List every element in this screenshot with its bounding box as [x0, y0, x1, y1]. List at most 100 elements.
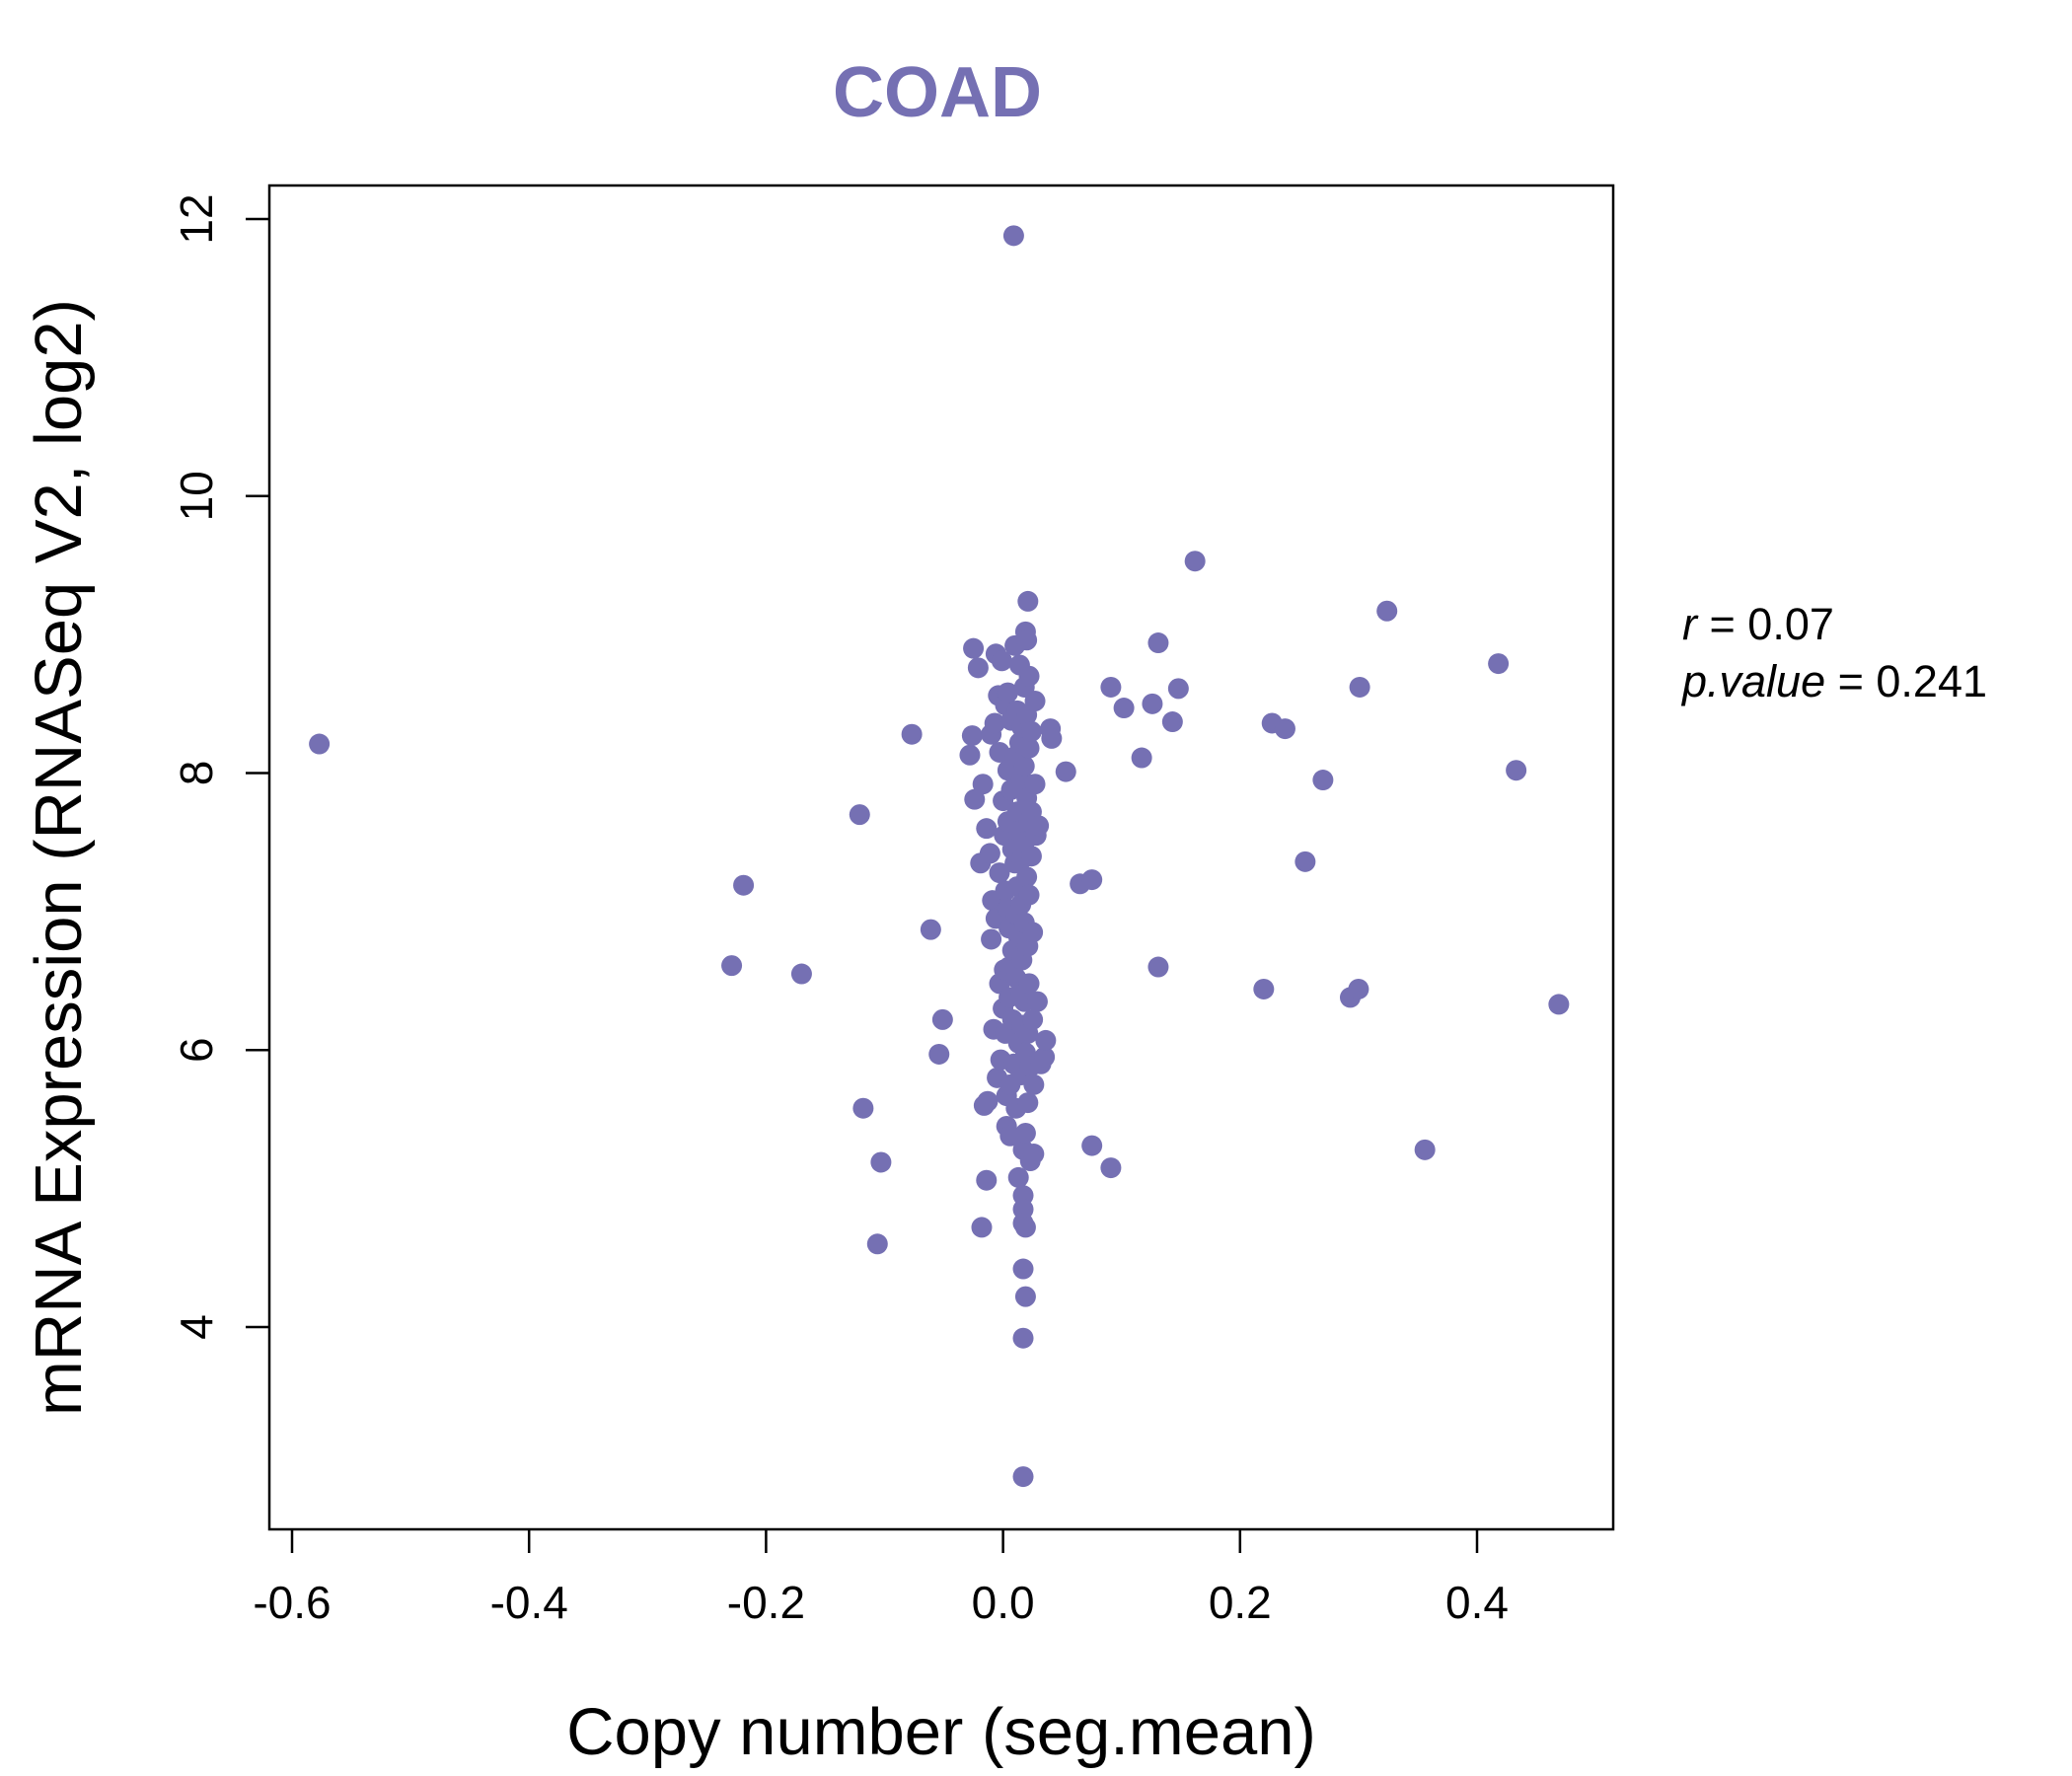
data-point — [1161, 711, 1183, 733]
data-point — [1014, 1217, 1036, 1238]
data-point — [961, 725, 983, 747]
data-point — [1012, 1258, 1034, 1280]
correlation-stats: r = 0.07 p.value = 0.241 — [1680, 599, 1987, 706]
x-tick-label: -0.6 — [253, 1577, 331, 1628]
data-point — [971, 1217, 993, 1238]
data-point — [920, 919, 941, 940]
data-point — [1548, 994, 1570, 1015]
data-point — [981, 928, 1002, 950]
y-axis: 4 6 8 10 12 — [171, 193, 269, 1340]
data-point — [1034, 1046, 1056, 1068]
data-point — [1012, 1466, 1034, 1488]
data-point — [1414, 1139, 1436, 1160]
data-point — [976, 818, 998, 840]
data-point — [997, 682, 1018, 703]
x-tick-label: -0.2 — [727, 1577, 805, 1628]
chart-title: COAD — [833, 53, 1042, 132]
data-point — [1028, 815, 1050, 837]
x-tick-label: 0.4 — [1445, 1577, 1509, 1628]
data-point — [733, 874, 755, 896]
data-point — [1023, 1073, 1045, 1095]
data-point — [1488, 653, 1510, 675]
x-axis: -0.6 -0.4 -0.2 0.0 0.2 0.4 — [253, 1529, 1509, 1628]
data-point — [1018, 884, 1040, 906]
data-point — [999, 1125, 1021, 1147]
data-point — [1020, 846, 1042, 867]
data-point — [1018, 973, 1040, 995]
data-point — [1016, 629, 1038, 651]
data-point — [309, 733, 331, 755]
r-statistic: r = 0.07 — [1682, 599, 1834, 649]
y-axis-label: mRNA Expression (RNASeq V2, log2) — [22, 299, 96, 1416]
y-tick-label: 10 — [171, 471, 222, 521]
data-point — [928, 1043, 950, 1065]
data-point — [979, 843, 1000, 864]
x-tick-label: 0.2 — [1209, 1577, 1272, 1628]
data-point — [991, 650, 1012, 672]
data-point — [1023, 1144, 1045, 1165]
data-point — [1253, 978, 1275, 999]
data-point — [1100, 1157, 1122, 1179]
data-point — [984, 712, 1005, 734]
data-point — [977, 1090, 999, 1112]
data-point — [849, 804, 870, 826]
data-point — [1184, 551, 1206, 572]
data-point — [976, 1169, 998, 1191]
data-point — [1012, 1327, 1034, 1349]
p-value: 0.241 — [1876, 656, 1987, 706]
data-point — [1017, 590, 1039, 612]
p-statistic: p.value = 0.241 — [1680, 656, 1987, 706]
data-points — [309, 225, 1570, 1488]
data-point — [1167, 678, 1189, 700]
data-point — [964, 788, 986, 810]
data-point — [1142, 693, 1163, 714]
data-point — [972, 774, 994, 795]
data-point — [959, 744, 981, 766]
data-point — [963, 637, 985, 659]
r-value: 0.07 — [1747, 599, 1834, 649]
data-point — [1081, 869, 1103, 891]
y-tick-label: 8 — [171, 761, 222, 786]
x-axis-label: Copy number (seg.mean) — [566, 1695, 1316, 1769]
data-point — [1024, 774, 1046, 795]
x-tick-label: -0.4 — [490, 1577, 568, 1628]
data-point — [1348, 978, 1369, 999]
data-point — [852, 1097, 874, 1119]
y-tick-label: 6 — [171, 1037, 222, 1063]
data-point — [1131, 747, 1152, 769]
data-point — [870, 1151, 892, 1173]
data-point — [790, 963, 812, 985]
data-point — [1274, 718, 1295, 740]
plot-frame — [267, 184, 1615, 1531]
x-tick-label: 0.0 — [972, 1577, 1035, 1628]
data-point — [1100, 676, 1122, 698]
data-point — [1147, 632, 1169, 654]
data-point — [931, 1008, 953, 1030]
data-point — [1013, 755, 1035, 777]
data-point — [1017, 1092, 1039, 1114]
data-point — [1026, 991, 1048, 1012]
data-point — [1018, 665, 1040, 687]
data-point — [1295, 851, 1316, 872]
data-point — [1014, 1286, 1036, 1307]
data-point — [901, 723, 923, 745]
data-point — [1018, 737, 1040, 759]
data-point — [989, 862, 1010, 884]
data-point — [1022, 1008, 1044, 1030]
data-point — [1506, 760, 1527, 781]
data-point — [1020, 720, 1042, 742]
data-point — [1022, 922, 1044, 943]
data-point — [721, 955, 743, 977]
data-point — [1312, 770, 1334, 791]
data-point — [1014, 1122, 1036, 1144]
data-point — [1002, 225, 1024, 247]
data-point — [1055, 761, 1076, 782]
data-point — [1376, 600, 1398, 622]
p-label: p.value — [1680, 656, 1825, 706]
y-tick-label: 12 — [171, 193, 222, 244]
data-point — [1349, 676, 1370, 698]
data-point — [1035, 1029, 1057, 1051]
data-point — [866, 1233, 888, 1255]
r-label: r — [1682, 599, 1699, 649]
